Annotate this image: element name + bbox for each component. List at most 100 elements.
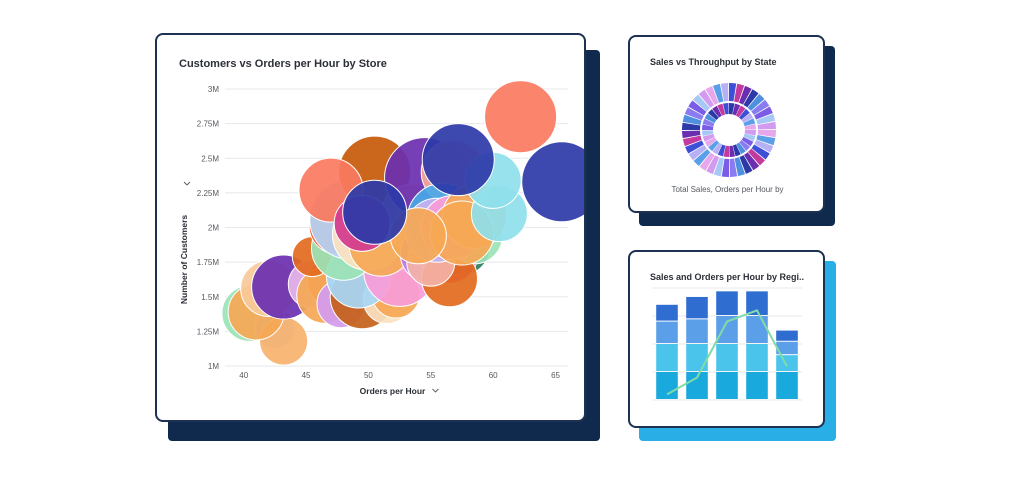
sunburst-segment[interactable]: [704, 113, 717, 124]
sunburst-segment[interactable]: [684, 107, 704, 121]
sunburst-segment[interactable]: [720, 83, 729, 102]
sunburst-segment[interactable]: [738, 108, 750, 120]
bubble-mark[interactable]: [484, 80, 558, 154]
sunburst-segment[interactable]: [748, 148, 766, 166]
sunburst-segment[interactable]: [732, 103, 741, 116]
y-tick-label: 1.5M: [201, 293, 219, 302]
sunburst-segment[interactable]: [754, 106, 773, 120]
bar-segment[interactable]: [776, 341, 798, 355]
bar-segment[interactable]: [686, 344, 708, 371]
sunburst-segment[interactable]: [688, 100, 707, 116]
sunburst-segment[interactable]: [757, 121, 776, 130]
sunburst-segment[interactable]: [741, 113, 754, 123]
sunburst-segment[interactable]: [712, 83, 724, 103]
sunburst-segment[interactable]: [729, 103, 735, 115]
sunburst-segment[interactable]: [729, 158, 738, 177]
bar-segment[interactable]: [776, 355, 798, 371]
sunburst-segment[interactable]: [729, 145, 736, 157]
sunburst-segment[interactable]: [712, 142, 723, 155]
sunburst-segment[interactable]: [723, 145, 729, 157]
sunburst-segment[interactable]: [702, 133, 715, 142]
bubble-chart[interactable]: 1M 1.25M 1.5M 1.75M 2M 2.25M 2.5M 2.75M 3M 40 45 50…: [157, 35, 586, 422]
sunburst-segment[interactable]: [699, 152, 715, 171]
bar-segment[interactable]: [686, 319, 708, 343]
sunburst-segment[interactable]: [747, 93, 765, 111]
sunburst-segment[interactable]: [698, 89, 715, 108]
sunburst-segment[interactable]: [685, 140, 704, 154]
sunburst-segment[interactable]: [754, 139, 774, 153]
bar-segment[interactable]: [746, 316, 768, 343]
sunburst-segment[interactable]: [702, 124, 714, 130]
sunburst-segment[interactable]: [743, 118, 756, 127]
bubble-mark[interactable]: [421, 123, 495, 197]
sunburst-segment[interactable]: [735, 105, 746, 118]
bar-segment[interactable]: [656, 304, 678, 321]
sunburst-segment[interactable]: [702, 118, 715, 127]
bar-segment[interactable]: [746, 372, 768, 399]
sunburst-segment[interactable]: [744, 123, 756, 130]
sunburst-segment[interactable]: [692, 94, 710, 112]
sunburst-segment[interactable]: [741, 136, 754, 147]
sunburst-segment[interactable]: [756, 135, 776, 146]
stacked-bar-chart[interactable]: [630, 252, 825, 428]
sunburst-segment[interactable]: [722, 103, 729, 115]
sunburst-segment[interactable]: [751, 144, 770, 160]
sunburst-segment[interactable]: [706, 155, 720, 175]
sunburst-segment[interactable]: [682, 135, 702, 147]
bar-segment[interactable]: [776, 330, 798, 341]
sunburst-segment[interactable]: [721, 158, 729, 177]
sunburst-segment[interactable]: [682, 114, 702, 125]
sales-vs-throughput-card[interactable]: Sales vs Throughput by State Total Sales…: [628, 35, 825, 213]
customers-vs-orders-card[interactable]: Customers vs Orders per Hour by Store 1M…: [155, 33, 586, 422]
sunburst-segment[interactable]: [757, 130, 776, 138]
sunburst-segment[interactable]: [702, 130, 714, 137]
sunburst-segment[interactable]: [734, 83, 745, 103]
bar-segment[interactable]: [656, 344, 678, 371]
sunburst-segment[interactable]: [751, 99, 770, 116]
bar-segment[interactable]: [746, 344, 768, 371]
bubble-mark[interactable]: [521, 141, 586, 223]
sunburst-segment[interactable]: [713, 157, 724, 177]
bar-segment[interactable]: [716, 372, 738, 399]
sunburst-segment[interactable]: [712, 105, 722, 118]
sunburst-segment[interactable]: [732, 144, 741, 157]
bar-segment[interactable]: [686, 296, 708, 319]
sunburst-segment[interactable]: [682, 122, 701, 130]
sunburst-segment[interactable]: [693, 149, 711, 167]
sales-orders-region-card[interactable]: Sales and Orders per Hour by Regi..: [628, 250, 825, 428]
y-axis-title[interactable]: Number of Customers: [179, 215, 189, 305]
sunburst-segment[interactable]: [729, 83, 737, 102]
sunburst-segment[interactable]: [743, 152, 760, 171]
bar-segment[interactable]: [686, 372, 708, 399]
sunburst-segment[interactable]: [743, 89, 759, 108]
chevron-down-icon[interactable]: [432, 388, 439, 393]
sunburst-segment[interactable]: [736, 142, 746, 155]
orders-line[interactable]: [666, 309, 788, 396]
sunburst-segment[interactable]: [738, 85, 752, 105]
sunburst-segment[interactable]: [682, 130, 701, 139]
sunburst-segment[interactable]: [739, 139, 751, 151]
sunburst-segment[interactable]: [744, 130, 756, 136]
chevron-down-icon[interactable]: [183, 181, 191, 186]
bar-segment[interactable]: [716, 344, 738, 371]
sunburst-segment[interactable]: [739, 155, 753, 174]
x-axis-title[interactable]: Orders per Hour: [360, 386, 426, 396]
bubble-mark[interactable]: [342, 179, 408, 245]
sunburst-segment[interactable]: [756, 113, 776, 125]
sunburst-segment[interactable]: [707, 109, 719, 121]
bar-segment[interactable]: [776, 372, 798, 399]
sunburst-segment[interactable]: [688, 144, 707, 161]
bar-segment[interactable]: [746, 291, 768, 315]
bar-segment[interactable]: [656, 321, 678, 343]
bar-segment[interactable]: [716, 316, 738, 343]
sunburst-segment[interactable]: [704, 137, 717, 147]
sunburst-segment[interactable]: [743, 133, 756, 142]
sunburst-segment[interactable]: [734, 157, 746, 177]
sunburst-segment[interactable]: [717, 144, 726, 157]
sunburst-chart[interactable]: [630, 37, 825, 213]
sunburst-segment[interactable]: [717, 103, 726, 116]
sunburst-segment[interactable]: [708, 140, 720, 152]
bar-segment[interactable]: [716, 291, 738, 315]
bar-segment[interactable]: [656, 372, 678, 399]
sunburst-segment[interactable]: [705, 86, 719, 105]
